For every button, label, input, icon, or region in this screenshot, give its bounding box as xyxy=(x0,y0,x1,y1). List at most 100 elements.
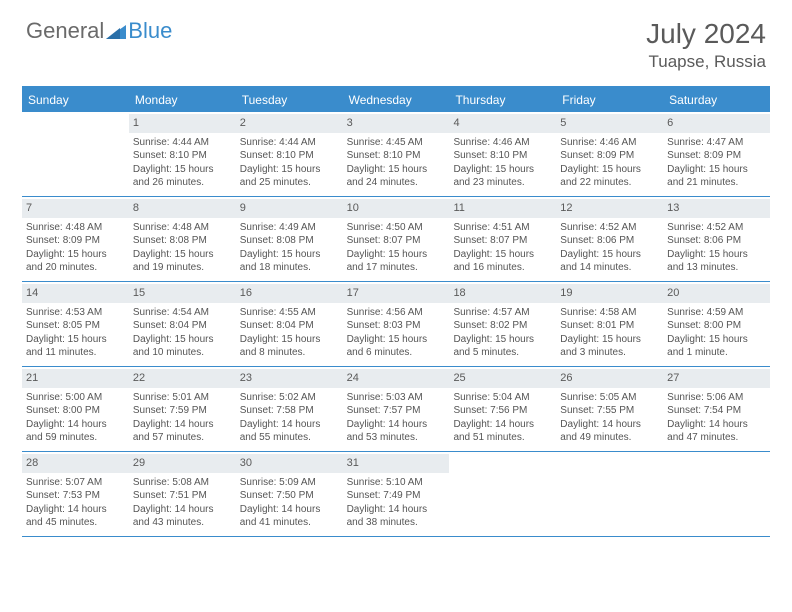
sunset-line: Sunset: 8:09 PM xyxy=(560,149,659,163)
week-row: 28Sunrise: 5:07 AMSunset: 7:53 PMDayligh… xyxy=(22,452,770,537)
day-cell: 17Sunrise: 4:56 AMSunset: 8:03 PMDayligh… xyxy=(343,282,450,366)
day-cell: 24Sunrise: 5:03 AMSunset: 7:57 PMDayligh… xyxy=(343,367,450,451)
sunrise-line: Sunrise: 5:06 AM xyxy=(667,391,766,405)
day-cell: 14Sunrise: 4:53 AMSunset: 8:05 PMDayligh… xyxy=(22,282,129,366)
day-cell: 25Sunrise: 5:04 AMSunset: 7:56 PMDayligh… xyxy=(449,367,556,451)
title-block: July 2024 Tuapse, Russia xyxy=(646,18,766,72)
day-cell: 28Sunrise: 5:07 AMSunset: 7:53 PMDayligh… xyxy=(22,452,129,536)
day-cell: 13Sunrise: 4:52 AMSunset: 8:06 PMDayligh… xyxy=(663,197,770,281)
daylight-line: Daylight: 15 hours and 23 minutes. xyxy=(453,163,552,190)
daylight-line: Daylight: 15 hours and 11 minutes. xyxy=(26,333,125,360)
sunrise-line: Sunrise: 5:03 AM xyxy=(347,391,446,405)
day-number: 25 xyxy=(449,369,556,388)
sunset-line: Sunset: 8:03 PM xyxy=(347,319,446,333)
logo: General Blue xyxy=(26,18,172,44)
day-number: 30 xyxy=(236,454,343,473)
week-row: 21Sunrise: 5:00 AMSunset: 8:00 PMDayligh… xyxy=(22,367,770,452)
sunset-line: Sunset: 8:10 PM xyxy=(133,149,232,163)
day-cell: 2Sunrise: 4:44 AMSunset: 8:10 PMDaylight… xyxy=(236,112,343,196)
day-number: 26 xyxy=(556,369,663,388)
day-cell: 18Sunrise: 4:57 AMSunset: 8:02 PMDayligh… xyxy=(449,282,556,366)
sunset-line: Sunset: 8:09 PM xyxy=(26,234,125,248)
day-header: Friday xyxy=(556,88,663,112)
daylight-line: Daylight: 15 hours and 13 minutes. xyxy=(667,248,766,275)
sunrise-line: Sunrise: 4:52 AM xyxy=(560,221,659,235)
day-number: 10 xyxy=(343,199,450,218)
sunset-line: Sunset: 7:58 PM xyxy=(240,404,339,418)
daylight-line: Daylight: 14 hours and 45 minutes. xyxy=(26,503,125,530)
sunrise-line: Sunrise: 4:56 AM xyxy=(347,306,446,320)
sunrise-line: Sunrise: 4:53 AM xyxy=(26,306,125,320)
daylight-line: Daylight: 15 hours and 21 minutes. xyxy=(667,163,766,190)
sunset-line: Sunset: 7:51 PM xyxy=(133,489,232,503)
logo-text-general: General xyxy=(26,18,104,44)
daylight-line: Daylight: 15 hours and 22 minutes. xyxy=(560,163,659,190)
sunrise-line: Sunrise: 5:00 AM xyxy=(26,391,125,405)
day-cell: 1Sunrise: 4:44 AMSunset: 8:10 PMDaylight… xyxy=(129,112,236,196)
day-headers: SundayMondayTuesdayWednesdayThursdayFrid… xyxy=(22,88,770,112)
daylight-line: Daylight: 15 hours and 20 minutes. xyxy=(26,248,125,275)
day-cell: 31Sunrise: 5:10 AMSunset: 7:49 PMDayligh… xyxy=(343,452,450,536)
daylight-line: Daylight: 14 hours and 41 minutes. xyxy=(240,503,339,530)
sunset-line: Sunset: 7:53 PM xyxy=(26,489,125,503)
day-number: 6 xyxy=(663,114,770,133)
daylight-line: Daylight: 15 hours and 3 minutes. xyxy=(560,333,659,360)
daylight-line: Daylight: 14 hours and 47 minutes. xyxy=(667,418,766,445)
sunset-line: Sunset: 8:07 PM xyxy=(453,234,552,248)
sunset-line: Sunset: 7:54 PM xyxy=(667,404,766,418)
sunset-line: Sunset: 8:06 PM xyxy=(560,234,659,248)
day-cell: 22Sunrise: 5:01 AMSunset: 7:59 PMDayligh… xyxy=(129,367,236,451)
sunset-line: Sunset: 8:02 PM xyxy=(453,319,552,333)
day-cell: 30Sunrise: 5:09 AMSunset: 7:50 PMDayligh… xyxy=(236,452,343,536)
day-cell: 8Sunrise: 4:48 AMSunset: 8:08 PMDaylight… xyxy=(129,197,236,281)
sunrise-line: Sunrise: 4:49 AM xyxy=(240,221,339,235)
day-number: 24 xyxy=(343,369,450,388)
daylight-line: Daylight: 14 hours and 59 minutes. xyxy=(26,418,125,445)
daylight-line: Daylight: 15 hours and 14 minutes. xyxy=(560,248,659,275)
sunrise-line: Sunrise: 5:01 AM xyxy=(133,391,232,405)
day-header: Sunday xyxy=(22,88,129,112)
daylight-line: Daylight: 15 hours and 16 minutes. xyxy=(453,248,552,275)
daylight-line: Daylight: 14 hours and 57 minutes. xyxy=(133,418,232,445)
empty-cell xyxy=(449,452,556,536)
daylight-line: Daylight: 15 hours and 6 minutes. xyxy=(347,333,446,360)
empty-cell xyxy=(556,452,663,536)
day-cell: 9Sunrise: 4:49 AMSunset: 8:08 PMDaylight… xyxy=(236,197,343,281)
daylight-line: Daylight: 15 hours and 10 minutes. xyxy=(133,333,232,360)
sunrise-line: Sunrise: 4:45 AM xyxy=(347,136,446,150)
sunrise-line: Sunrise: 4:48 AM xyxy=(133,221,232,235)
day-cell: 19Sunrise: 4:58 AMSunset: 8:01 PMDayligh… xyxy=(556,282,663,366)
sunset-line: Sunset: 7:55 PM xyxy=(560,404,659,418)
sunset-line: Sunset: 7:50 PM xyxy=(240,489,339,503)
sunset-line: Sunset: 8:08 PM xyxy=(240,234,339,248)
sunset-line: Sunset: 8:01 PM xyxy=(560,319,659,333)
day-number: 16 xyxy=(236,284,343,303)
sunrise-line: Sunrise: 4:54 AM xyxy=(133,306,232,320)
day-cell: 21Sunrise: 5:00 AMSunset: 8:00 PMDayligh… xyxy=(22,367,129,451)
sunset-line: Sunset: 8:06 PM xyxy=(667,234,766,248)
sunrise-line: Sunrise: 4:48 AM xyxy=(26,221,125,235)
month-year: July 2024 xyxy=(646,18,766,50)
daylight-line: Daylight: 15 hours and 25 minutes. xyxy=(240,163,339,190)
sunrise-line: Sunrise: 5:05 AM xyxy=(560,391,659,405)
day-cell: 10Sunrise: 4:50 AMSunset: 8:07 PMDayligh… xyxy=(343,197,450,281)
day-number: 5 xyxy=(556,114,663,133)
weeks-container: 1Sunrise: 4:44 AMSunset: 8:10 PMDaylight… xyxy=(22,112,770,537)
day-cell: 6Sunrise: 4:47 AMSunset: 8:09 PMDaylight… xyxy=(663,112,770,196)
logo-text-blue: Blue xyxy=(128,18,172,44)
day-header: Wednesday xyxy=(343,88,450,112)
sunrise-line: Sunrise: 5:02 AM xyxy=(240,391,339,405)
sunrise-line: Sunrise: 4:57 AM xyxy=(453,306,552,320)
day-cell: 5Sunrise: 4:46 AMSunset: 8:09 PMDaylight… xyxy=(556,112,663,196)
logo-triangle-icon xyxy=(106,23,126,39)
day-cell: 27Sunrise: 5:06 AMSunset: 7:54 PMDayligh… xyxy=(663,367,770,451)
day-number: 2 xyxy=(236,114,343,133)
sunrise-line: Sunrise: 4:44 AM xyxy=(133,136,232,150)
daylight-line: Daylight: 15 hours and 18 minutes. xyxy=(240,248,339,275)
sunrise-line: Sunrise: 4:50 AM xyxy=(347,221,446,235)
sunrise-line: Sunrise: 5:07 AM xyxy=(26,476,125,490)
day-cell: 11Sunrise: 4:51 AMSunset: 8:07 PMDayligh… xyxy=(449,197,556,281)
day-cell: 3Sunrise: 4:45 AMSunset: 8:10 PMDaylight… xyxy=(343,112,450,196)
daylight-line: Daylight: 15 hours and 19 minutes. xyxy=(133,248,232,275)
day-cell: 23Sunrise: 5:02 AMSunset: 7:58 PMDayligh… xyxy=(236,367,343,451)
